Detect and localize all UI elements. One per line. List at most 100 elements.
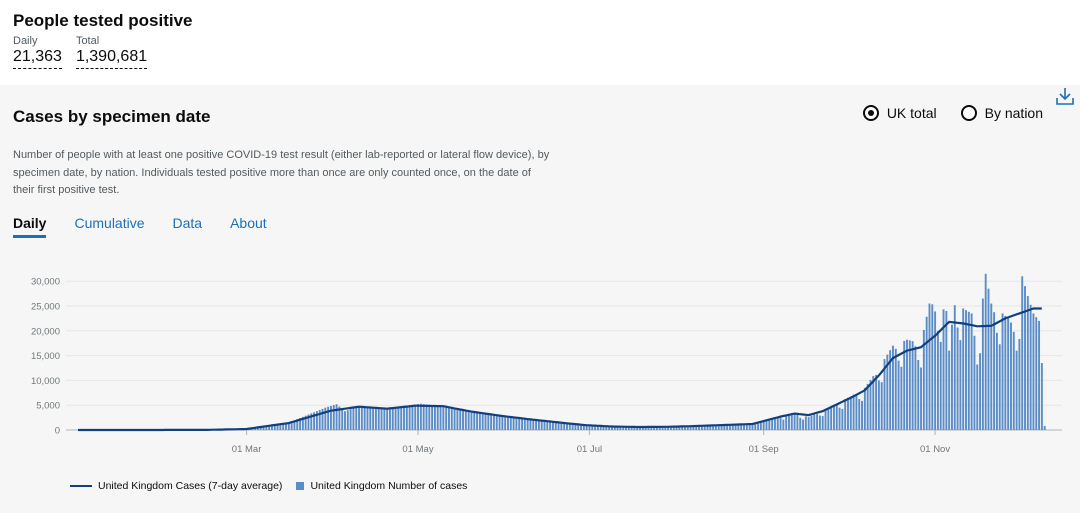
- bar: [526, 419, 529, 430]
- bar: [647, 427, 650, 430]
- bar: [979, 353, 982, 430]
- bar: [335, 404, 338, 430]
- bar: [490, 415, 493, 430]
- bar: [394, 406, 397, 430]
- bar: [821, 416, 824, 430]
- bar: [672, 426, 675, 430]
- metric-daily-value[interactable]: 21,363: [13, 47, 62, 69]
- bar: [726, 424, 729, 430]
- bar: [389, 407, 391, 430]
- radio-by-nation-circle[interactable]: [960, 105, 977, 121]
- bar: [771, 418, 774, 430]
- series-line-7-day-average: [78, 307, 1042, 432]
- bar: [970, 313, 973, 430]
- bar: [928, 303, 931, 430]
- bar: [1024, 286, 1026, 430]
- bar: [962, 308, 965, 430]
- bar: [973, 335, 976, 430]
- bar: [1010, 322, 1012, 430]
- bar: [698, 425, 701, 430]
- bar: [627, 427, 630, 430]
- bar: [936, 330, 939, 430]
- bar: [920, 367, 922, 430]
- bar: [911, 341, 914, 430]
- bar: [518, 418, 521, 430]
- bar: [790, 413, 793, 430]
- bar: [428, 404, 431, 430]
- metric-total-value[interactable]: 1,390,681: [75, 47, 148, 69]
- metric-total-label: Total: [75, 35, 100, 47]
- bar: [1026, 296, 1029, 430]
- bar: [1004, 315, 1007, 430]
- x-tick-label: 01 Mar: [232, 444, 262, 455]
- tab-data[interactable]: Data: [172, 215, 203, 231]
- bar: [720, 424, 723, 430]
- bar: [743, 424, 745, 430]
- bar: [571, 424, 574, 430]
- radio-by-nation[interactable]: By nation: [960, 105, 1043, 121]
- bar: [712, 425, 715, 430]
- bar: [740, 424, 743, 430]
- bar: [492, 415, 495, 430]
- tab-daily[interactable]: Daily: [13, 215, 47, 238]
- y-tick-label: 20,000: [31, 326, 60, 337]
- bar: [675, 426, 678, 430]
- metric-total: Total 1,390,681: [75, 35, 148, 69]
- bar: [723, 424, 726, 430]
- bar: [599, 426, 602, 430]
- bar: [1015, 350, 1018, 430]
- bar: [931, 304, 934, 430]
- bar: [417, 404, 420, 430]
- bar: [478, 413, 481, 430]
- bar: [889, 350, 892, 430]
- bar: [706, 425, 709, 430]
- legend-item-average[interactable]: United Kingdom Cases (7-day average): [70, 480, 282, 492]
- bar: [897, 360, 900, 430]
- bar: [810, 415, 813, 430]
- download-icon[interactable]: [1054, 85, 1076, 107]
- bar: [875, 374, 878, 430]
- bar: [366, 406, 369, 430]
- area-type-radios: UK total By nation: [862, 105, 1043, 121]
- bar: [487, 414, 490, 430]
- bar: [703, 425, 706, 430]
- bar: [439, 406, 442, 430]
- bar: [692, 426, 695, 430]
- bar: [942, 309, 945, 430]
- bar: [349, 409, 352, 430]
- bar: [841, 408, 844, 430]
- x-tick-label: 01 May: [402, 444, 433, 455]
- tab-about[interactable]: About: [230, 215, 267, 231]
- chart-x-ticks: 01 Mar 01 May 01 Jul 01 Sep 01 Nov: [232, 430, 950, 455]
- radio-uk-total-circle[interactable]: [862, 105, 879, 121]
- bar: [476, 413, 479, 430]
- bar: [509, 417, 512, 430]
- bar: [462, 410, 464, 430]
- bar: [459, 410, 462, 430]
- bar: [285, 422, 287, 430]
- bar: [1007, 318, 1010, 430]
- bar: [327, 406, 330, 430]
- tab-cumulative[interactable]: Cumulative: [74, 215, 145, 231]
- bar: [757, 422, 760, 430]
- bar: [1032, 313, 1035, 430]
- bar: [554, 422, 557, 430]
- bar: [762, 420, 765, 430]
- bar: [1021, 276, 1024, 430]
- radio-uk-total[interactable]: UK total: [862, 105, 937, 121]
- bar: [684, 426, 686, 430]
- bar: [602, 426, 605, 430]
- legend-item-cases[interactable]: United Kingdom Number of cases: [296, 480, 467, 492]
- bar: [594, 426, 597, 430]
- bar: [577, 424, 580, 430]
- bar: [403, 405, 405, 430]
- bar: [495, 415, 498, 430]
- bar: [906, 339, 908, 430]
- bar: [765, 420, 768, 430]
- bar: [301, 416, 304, 430]
- bar: [591, 425, 594, 430]
- bar: [686, 426, 689, 430]
- bar: [537, 420, 540, 430]
- bar: [748, 424, 751, 430]
- bar: [1043, 426, 1046, 430]
